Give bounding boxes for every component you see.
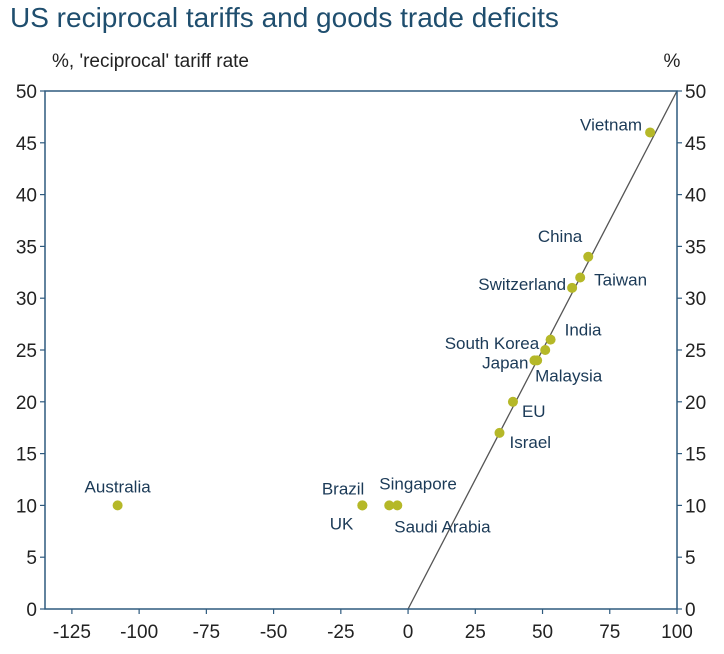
label-china: China xyxy=(538,227,583,246)
point-malaysia xyxy=(532,355,543,366)
y-tick-right-25: 25 xyxy=(685,341,706,362)
y-tick-right-40: 40 xyxy=(685,186,706,207)
y-tick-left-45: 45 xyxy=(16,134,37,155)
point-south-korea xyxy=(540,345,551,355)
point-vietnam xyxy=(645,127,656,138)
y-axis-left-label: %, 'reciprocal' tariff rate xyxy=(52,51,249,72)
y-tick-left-0: 0 xyxy=(26,600,37,621)
x-tick-75: 75 xyxy=(599,622,620,643)
label-singapore: Singapore xyxy=(379,474,457,493)
label-south-korea: South Korea xyxy=(445,334,540,353)
y-tick-right-5: 5 xyxy=(685,548,696,569)
x-tick-100: 100 xyxy=(661,622,693,643)
data-points xyxy=(112,127,656,511)
x-tick--100: -100 xyxy=(120,622,158,643)
label-japan: Japan xyxy=(482,353,528,372)
y-tick-left-15: 15 xyxy=(16,445,37,466)
label-uk: UK xyxy=(330,514,354,533)
y-tick-right-50: 50 xyxy=(685,82,706,103)
x-tick--25: -25 xyxy=(327,622,354,643)
label-eu: EU xyxy=(522,402,546,421)
label-israel: Israel xyxy=(510,433,552,452)
label-switzerland: Switzerland xyxy=(478,275,566,294)
y-tick-right-30: 30 xyxy=(685,289,706,310)
x-tick-0: 0 xyxy=(403,622,414,643)
point-labels: Vietnam China Taiwan Switzerland India South … xyxy=(85,115,648,536)
point-saudi-arabia xyxy=(384,500,395,511)
plot-frame xyxy=(44,90,678,610)
x-tick-50: 50 xyxy=(532,622,553,643)
y-tick-left-50: 50 xyxy=(16,82,37,103)
label-india: India xyxy=(565,321,602,340)
chart-title: US reciprocal tariffs and goods trade de… xyxy=(10,2,559,33)
y-axis-right-label: % xyxy=(664,51,681,72)
y-tick-left-30: 30 xyxy=(16,289,37,310)
y-tick-right-35: 35 xyxy=(685,237,706,258)
label-vietnam: Vietnam xyxy=(580,115,642,134)
point-china xyxy=(583,251,594,262)
point-australia xyxy=(112,500,123,511)
label-australia: Australia xyxy=(85,477,152,496)
y-tick-left-5: 5 xyxy=(26,548,37,569)
label-brazil: Brazil xyxy=(322,479,365,498)
y-tick-right-45: 45 xyxy=(685,134,706,155)
y-tick-right-10: 10 xyxy=(685,496,706,517)
y-tick-left-10: 10 xyxy=(16,496,37,517)
x-tick--125: -125 xyxy=(53,622,91,643)
y-tick-left-35: 35 xyxy=(16,237,37,258)
point-eu xyxy=(507,396,518,407)
y-tick-left-25: 25 xyxy=(16,341,37,362)
axis-ticks: 0 0 5 5 10 10 15 15 20 20 25 25 30 30 35 35 40 40 45 45 50 50… xyxy=(16,82,706,643)
y-tick-right-20: 20 xyxy=(685,393,706,414)
x-tick-25: 25 xyxy=(465,622,486,643)
point-taiwan xyxy=(575,272,586,283)
label-taiwan: Taiwan xyxy=(594,270,647,289)
x-tick--50: -50 xyxy=(260,622,287,643)
y-tick-left-20: 20 xyxy=(16,393,37,414)
point-uk xyxy=(357,500,368,511)
point-switzerland xyxy=(567,282,578,293)
point-india xyxy=(545,334,556,345)
x-tick--75: -75 xyxy=(193,622,220,643)
y-tick-right-0: 0 xyxy=(685,600,696,621)
point-singapore xyxy=(392,500,403,511)
y-tick-right-15: 15 xyxy=(685,445,706,466)
point-israel xyxy=(494,427,505,438)
label-malaysia: Malaysia xyxy=(535,366,603,385)
y-tick-left-40: 40 xyxy=(16,186,37,207)
label-saudi-arabia: Saudi Arabia xyxy=(394,517,491,536)
